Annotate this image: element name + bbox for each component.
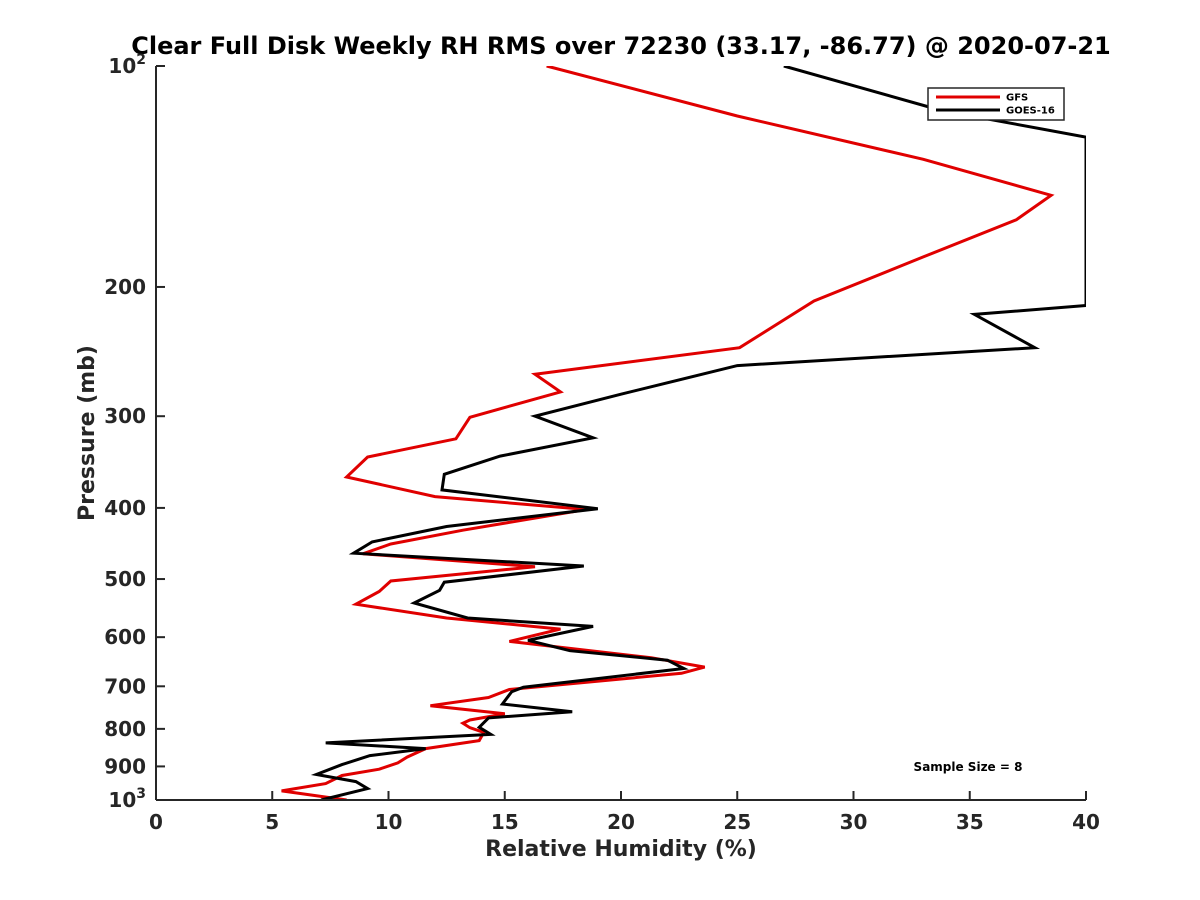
x-tick-label: 35	[956, 810, 984, 834]
y-tick-label: 600	[104, 625, 146, 649]
series-line-gfs	[281, 66, 1055, 800]
y-tick-label: 300	[104, 404, 146, 428]
x-tick-label: 10	[375, 810, 403, 834]
x-tick-label: 40	[1072, 810, 1100, 834]
x-axis-label: Relative Humidity (%)	[485, 837, 757, 862]
chart-title: Clear Full Disk Weekly RH RMS over 72230…	[131, 32, 1111, 60]
y-tick-label: 700	[104, 674, 146, 698]
x-tick-label: 15	[491, 810, 519, 834]
series-line-goes-16	[310, 66, 1086, 800]
y-tick-base: 10	[108, 54, 136, 78]
y-tick-exponent: 2	[136, 52, 146, 68]
y-tick-label: 102	[108, 52, 146, 78]
legend-label-gfs: GFS	[1006, 93, 1028, 104]
sample-size-annotation: Sample Size = 8	[914, 760, 1023, 774]
y-tick-label: 200	[104, 275, 146, 299]
y-tick-label: 400	[104, 496, 146, 520]
y-tick-base: 10	[108, 788, 136, 812]
y-tick-label: 500	[104, 567, 146, 591]
y-tick-exponent: 3	[136, 786, 146, 802]
x-tick-label: 25	[723, 810, 751, 834]
x-tick-label: 5	[265, 810, 279, 834]
legend-label-goes-16: GOES-16	[1006, 106, 1055, 117]
x-tick-label: 20	[607, 810, 635, 834]
y-axis-label: Pressure (mb)	[75, 345, 100, 521]
y-tick-label: 800	[104, 717, 146, 741]
x-tick-label: 0	[149, 810, 163, 834]
legend-box	[927, 87, 1065, 121]
y-tick-label: 103	[108, 786, 146, 812]
y-tick-label: 900	[104, 754, 146, 778]
x-tick-label: 30	[840, 810, 868, 834]
